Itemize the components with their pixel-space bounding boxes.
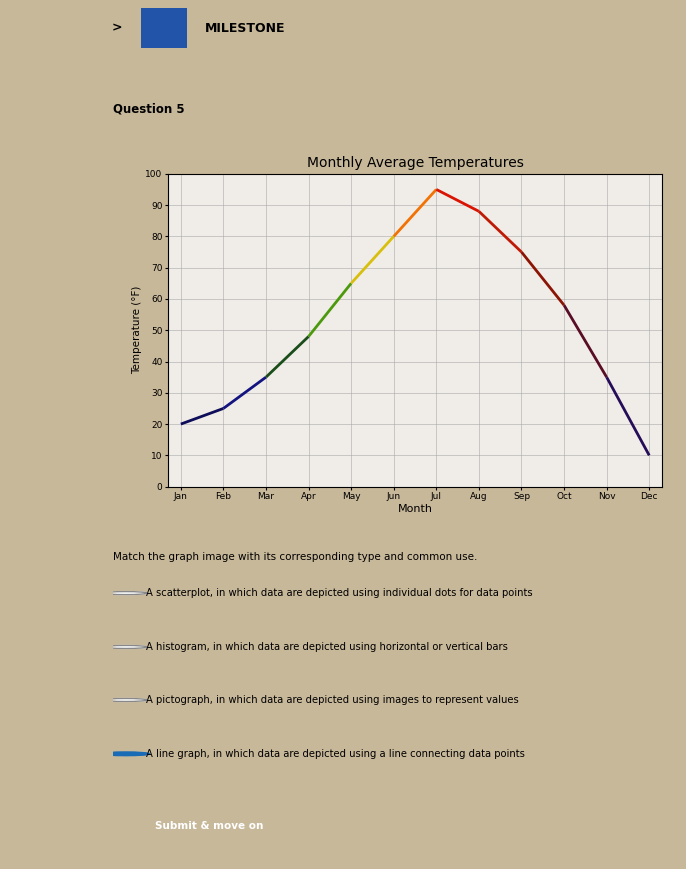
X-axis label: Month: Month [397, 504, 433, 514]
Y-axis label: Temperature (°F): Temperature (°F) [132, 286, 143, 375]
Text: A line graph, in which data are depicted using a line connecting data points: A line graph, in which data are depicted… [146, 749, 525, 759]
Text: >: > [111, 22, 121, 35]
Text: A pictograph, in which data are depicted using images to represent values: A pictograph, in which data are depicted… [146, 695, 519, 705]
FancyBboxPatch shape [141, 9, 187, 48]
Circle shape [104, 646, 147, 648]
Text: Submit & move on: Submit & move on [155, 821, 263, 831]
Text: MILESTONE: MILESTONE [205, 22, 285, 35]
Text: A histogram, in which data are depicted using horizontal or vertical bars: A histogram, in which data are depicted … [146, 642, 508, 652]
Circle shape [104, 699, 147, 701]
Circle shape [104, 592, 147, 594]
Circle shape [104, 753, 147, 755]
Text: Question 5: Question 5 [113, 103, 185, 116]
Text: A scatterplot, in which data are depicted using individual dots for data points: A scatterplot, in which data are depicte… [146, 588, 532, 598]
Title: Monthly Average Temperatures: Monthly Average Temperatures [307, 156, 523, 169]
Text: Match the graph image with its corresponding type and common use.: Match the graph image with its correspon… [113, 552, 477, 562]
